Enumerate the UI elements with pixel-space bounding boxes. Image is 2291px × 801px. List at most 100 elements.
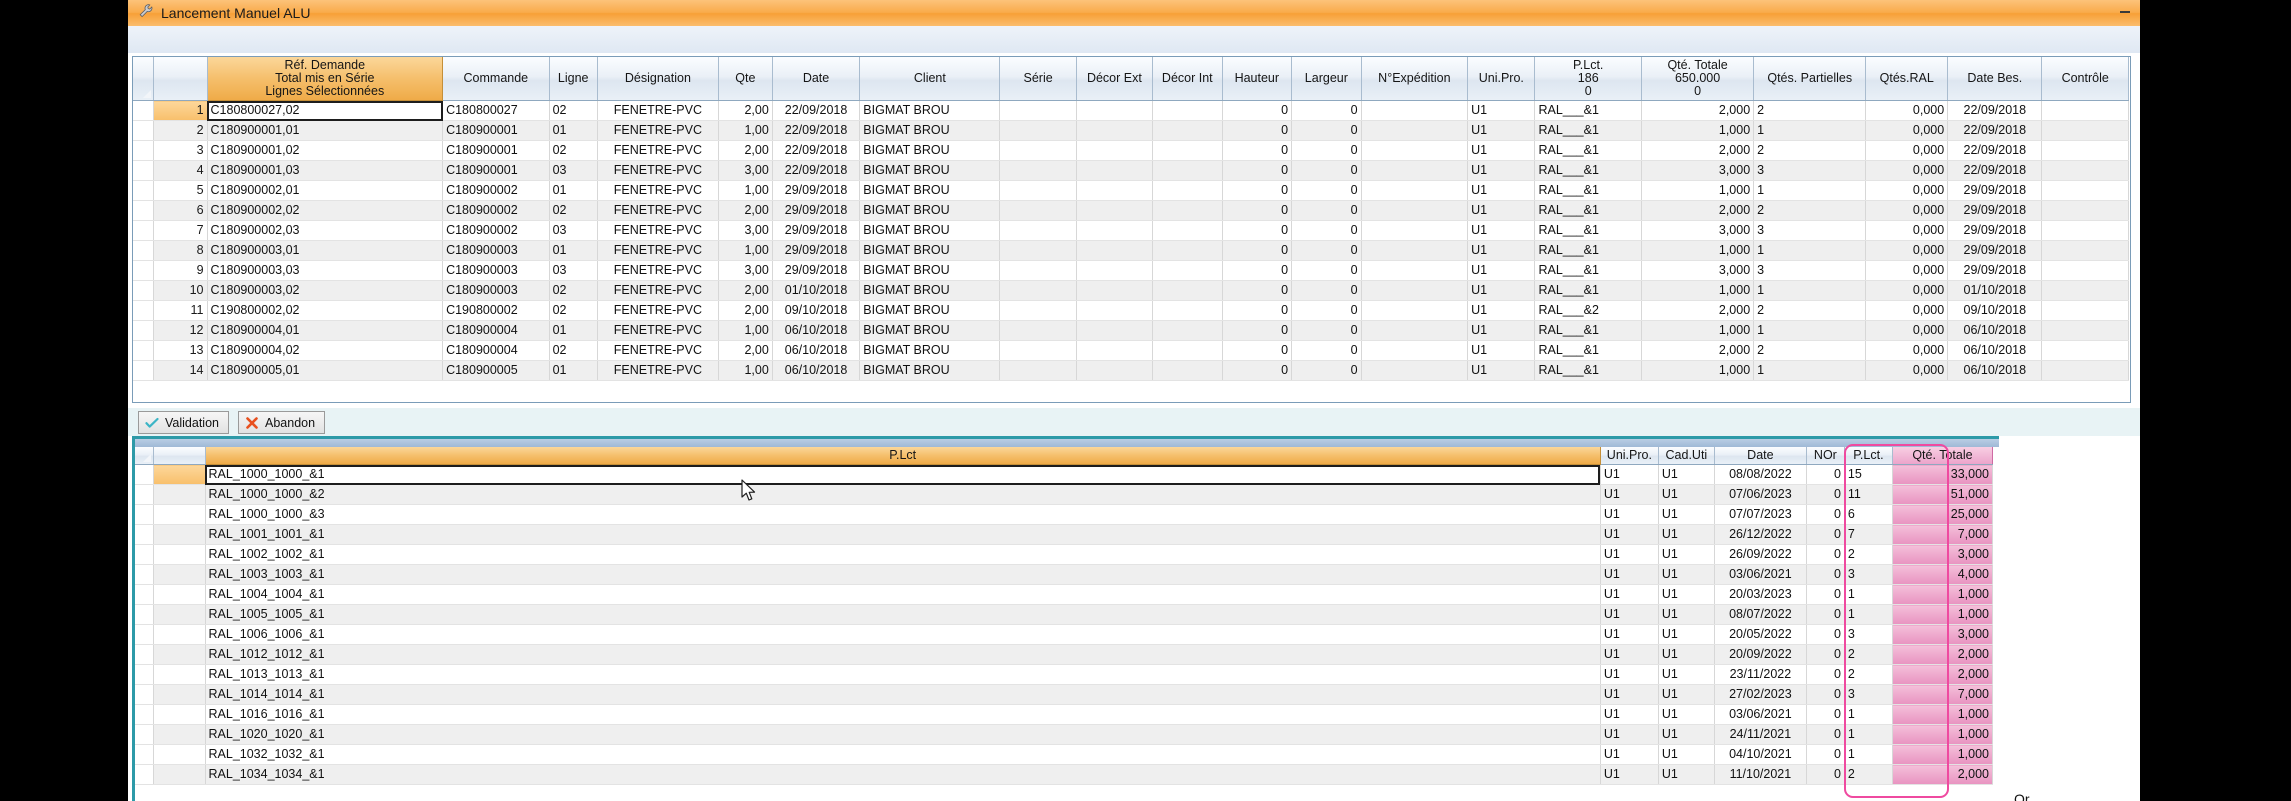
col-header-qte[interactable]: Qte [718, 57, 773, 101]
list-item[interactable]: RAL_1020_1020_&1 U1 U1 24/11/2021 0 1 1,000 [135, 724, 1994, 745]
table-row[interactable]: 1 C180800027,02 C180800027 02 FENETRE-PVC 2,0… [133, 100, 2129, 121]
table-row[interactable]: 3 C180900001,02 C180900001 02 FENETRE-PVC 2,0… [133, 140, 2129, 161]
list-item[interactable]: RAL_1032_1032_&1 U1 U1 04/10/2021 0 1 1,000 [135, 744, 1994, 765]
col-header-line: Total mis en Série [275, 71, 375, 85]
col-header-serie[interactable]: Série [999, 57, 1077, 101]
cell-commande: C180900001 [442, 120, 550, 141]
col-header-qte-totale[interactable]: Qté. Totale 650.000 0 [1641, 57, 1755, 101]
list-item[interactable]: RAL_1006_1006_&1 U1 U1 20/05/2022 0 3 3,000 [135, 624, 1994, 645]
table-row[interactable]: 14 C180900005,01 C180900005 01 FENETRE-PVC 1,… [133, 360, 2129, 381]
plct-grid[interactable]: P.Lct Uni.Pro. Cad.Uti Date NOr P.Lct. Qté. To… [135, 447, 1994, 785]
cell-hauteur: 0 [1222, 360, 1293, 381]
col-header-line: 650.000 [1674, 71, 1721, 85]
col-header-uni-pro[interactable]: Uni.Pro. [1467, 57, 1536, 101]
list-item[interactable]: RAL_1034_1034_&1 U1 U1 11/10/2021 0 2 2,000 [135, 764, 1994, 785]
col-header-qtes-ral[interactable]: Qtés.RAL [1865, 57, 1949, 101]
list-item[interactable]: RAL_1004_1004_&1 U1 U1 20/03/2023 0 1 1,000 [135, 584, 1994, 605]
list-item[interactable]: RAL_1003_1003_&1 U1 U1 03/06/2021 0 3 4,000 [135, 564, 1994, 585]
col-header-ref-demande[interactable]: Réf. Demande Total mis en Série Lignes Sél… [207, 57, 444, 101]
cell-nor: 0 [1806, 664, 1845, 685]
cell-largeur: 0 [1291, 100, 1362, 121]
col-header-decor-ext[interactable]: Décor Ext [1076, 57, 1154, 101]
cell-date: 26/09/2022 [1714, 544, 1807, 565]
list-item[interactable]: RAL_1000_1000_&2 U1 U1 07/06/2023 0 11 51,000 [135, 484, 1994, 505]
col-header-designation[interactable]: Désignation [597, 57, 719, 101]
plct-col-header-cad-uti[interactable]: Cad.Uti [1658, 447, 1715, 465]
col-header-qtes-partielles[interactable]: Qtés. Partielles [1753, 57, 1867, 101]
table-row[interactable]: 9 C180900003,03 C180900003 03 FENETRE-PVC 3,0… [133, 260, 2129, 281]
cell-ligne: 02 [549, 200, 598, 221]
row-number-cell: 9 [153, 260, 208, 281]
list-item[interactable]: RAL_1005_1005_&1 U1 U1 08/07/2022 0 1 1,000 [135, 604, 1994, 625]
plct-col-header-uni-pro[interactable]: Uni.Pro. [1600, 447, 1659, 465]
col-header-date-bes[interactable]: Date Bes. [1947, 57, 2043, 101]
col-header-ligne[interactable]: Ligne [549, 57, 598, 101]
plct-col-header-date[interactable]: Date [1714, 447, 1807, 465]
table-row[interactable]: 13 C180900004,02 C180900004 02 FENETRE-PVC 2,… [133, 340, 2129, 361]
cell-ligne: 01 [549, 120, 598, 141]
minimize-icon[interactable] [2118, 5, 2132, 19]
cell-largeur: 0 [1291, 140, 1362, 161]
plct-col-header-plct2[interactable]: P.Lct. [1844, 447, 1893, 465]
list-item[interactable]: RAL_1002_1002_&1 U1 U1 26/09/2022 0 2 3,000 [135, 544, 1994, 565]
demandes-grid[interactable]: Réf. Demande Total mis en Série Lignes Sél… [133, 57, 2129, 381]
cell-n-expedition [1361, 300, 1469, 321]
cell-serie [999, 300, 1077, 321]
cell-qte-totale: 2,000 [1892, 644, 1994, 665]
list-item[interactable]: RAL_1001_1001_&1 U1 U1 26/12/2022 0 7 7,000 [135, 524, 1994, 545]
list-item[interactable]: RAL_1000_1000_&1 U1 U1 08/08/2022 0 15 33,000 [135, 464, 1994, 485]
cell-ref-demande: C180900005,01 [207, 360, 444, 381]
row-gutter [133, 180, 154, 201]
cell-n-expedition [1361, 220, 1469, 241]
cell-designation: FENETRE-PVC [597, 100, 719, 121]
abandon-button[interactable]: Abandon [238, 411, 326, 434]
wrench-icon [138, 3, 154, 24]
cell-nor: 0 [1806, 524, 1845, 545]
plct-col-header-nor[interactable]: NOr [1806, 447, 1845, 465]
plct-row-number-cell [153, 484, 206, 505]
row-number-cell: 7 [153, 220, 208, 241]
table-row[interactable]: 11 C190800002,02 C190800002 02 FENETRE-PVC 2,… [133, 300, 2129, 321]
cell-uni-pro: U1 [1467, 260, 1536, 281]
list-item[interactable]: RAL_1013_1013_&1 U1 U1 23/11/2022 0 2 2,000 [135, 664, 1994, 685]
plct-col-header-qte-totale[interactable]: Qté. Totale [1891, 447, 1994, 465]
table-row[interactable]: 2 C180900001,01 C180900001 01 FENETRE-PVC 1,0… [133, 120, 2129, 141]
table-row[interactable]: 8 C180900003,01 C180900003 01 FENETRE-PVC 1,0… [133, 240, 2129, 261]
validation-button[interactable]: Validation [138, 411, 229, 434]
table-row[interactable]: 10 C180900003,02 C180900003 02 FENETRE-PVC 2,… [133, 280, 2129, 301]
table-row[interactable]: 7 C180900002,03 C180900002 03 FENETRE-PVC 3,0… [133, 220, 2129, 241]
cell-uni-pro: U1 [1600, 724, 1659, 745]
plct-col-header-row-number[interactable] [153, 447, 206, 465]
table-row[interactable]: 6 C180900002,02 C180900002 02 FENETRE-PVC 2,0… [133, 200, 2129, 221]
cell-date: 20/03/2023 [1714, 584, 1807, 605]
table-row[interactable]: 12 C180900004,01 C180900004 01 FENETRE-PVC 1,… [133, 320, 2129, 341]
col-header-date[interactable]: Date [772, 57, 861, 101]
cell-decor-ext [1076, 140, 1154, 161]
cell-decor-ext [1076, 360, 1154, 381]
col-header-controle[interactable]: Contrôle [2041, 57, 2129, 101]
table-row[interactable]: 5 C180900002,01 C180900002 01 FENETRE-PVC 1,0… [133, 180, 2129, 201]
cell-qte-totale: 2,000 [1641, 340, 1755, 361]
col-header-n-expedition[interactable]: N°Expédition [1361, 57, 1469, 101]
grid-corner-selector[interactable] [133, 57, 154, 101]
col-header-row-number[interactable] [153, 57, 208, 101]
cell-uni-pro: U1 [1467, 360, 1536, 381]
plct-col-header-plct[interactable]: P.Lct [205, 447, 1601, 465]
list-item[interactable]: RAL_1014_1014_&1 U1 U1 27/02/2023 0 3 7,000 [135, 684, 1994, 705]
list-item[interactable]: RAL_1012_1012_&1 U1 U1 20/09/2022 0 2 2,000 [135, 644, 1994, 665]
col-header-client[interactable]: Client [859, 57, 1001, 101]
col-header-largeur[interactable]: Largeur [1291, 57, 1362, 101]
list-item[interactable]: RAL_1000_1000_&3 U1 U1 07/07/2023 0 6 25,000 [135, 504, 1994, 525]
table-row[interactable]: 4 C180900001,03 C180900001 03 FENETRE-PVC 3,0… [133, 160, 2129, 181]
cell-uni-pro: U1 [1467, 240, 1536, 261]
cell-uni-pro: U1 [1600, 484, 1659, 505]
col-header-commande[interactable]: Commande [442, 57, 550, 101]
col-header-plct[interactable]: P.Lct. 186 0 [1534, 57, 1642, 101]
cell-cad-uti: U1 [1658, 604, 1715, 625]
cell-plct-count: 3 [1844, 564, 1893, 585]
plct-grid-corner-selector[interactable] [135, 447, 154, 465]
col-header-decor-int[interactable]: Décor Int [1152, 57, 1223, 101]
cell-date-bes: 29/09/2018 [1947, 200, 2043, 221]
list-item[interactable]: RAL_1016_1016_&1 U1 U1 03/06/2021 0 1 1,000 [135, 704, 1994, 725]
col-header-hauteur[interactable]: Hauteur [1222, 57, 1293, 101]
